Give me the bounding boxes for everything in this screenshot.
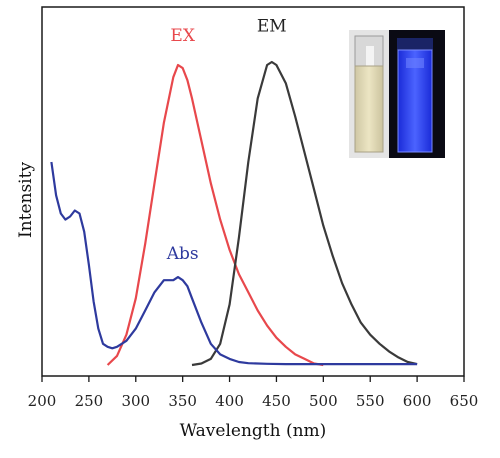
x-tick-label-200: 200 — [28, 392, 57, 410]
series-label-abs: Abs — [166, 244, 199, 264]
x-axis-title: Wavelength (nm) — [180, 421, 327, 441]
series-line-ex — [106, 63, 324, 367]
x-axis-tick-labels: 200 250 300 350 400 450 500 550 600 650 — [28, 392, 479, 410]
x-tick-label-350: 350 — [168, 392, 197, 410]
plot-frame — [41, 6, 465, 377]
x-tick-label-650: 650 — [450, 392, 479, 410]
uv-glowing-cuvette — [397, 38, 433, 153]
x-tick-label-450: 450 — [262, 392, 291, 410]
inset-photo — [349, 30, 445, 158]
x-tick-label-400: 400 — [215, 392, 244, 410]
y-axis-title: Intensity — [16, 162, 36, 238]
x-tick-label-500: 500 — [309, 392, 338, 410]
series-label-ex: EX — [170, 26, 195, 46]
daylight-cuvette — [354, 35, 384, 153]
series-line-em — [191, 60, 418, 367]
x-tick-label-550: 550 — [356, 392, 385, 410]
x-tick-label-250: 250 — [75, 392, 104, 410]
series-labels: EX EM Abs — [166, 17, 287, 264]
x-axis-ticks — [41, 376, 465, 382]
x-tick-label-300: 300 — [121, 392, 150, 410]
curves-layer — [50, 60, 418, 367]
x-tick-label-600: 600 — [403, 392, 432, 410]
series-line-abs — [50, 161, 418, 366]
series-label-em: EM — [257, 17, 287, 37]
